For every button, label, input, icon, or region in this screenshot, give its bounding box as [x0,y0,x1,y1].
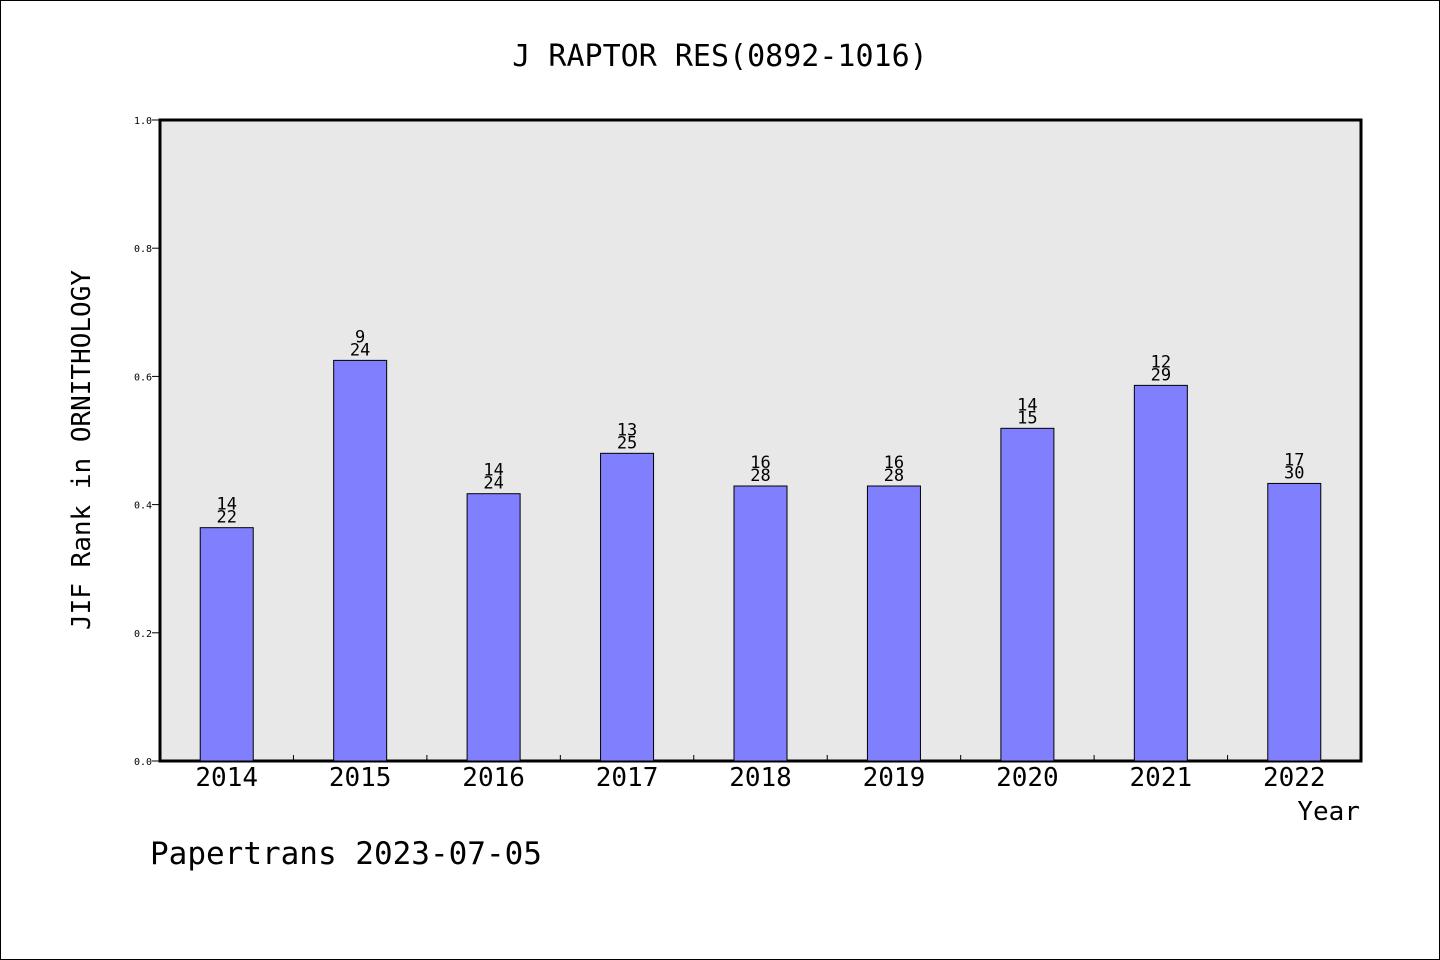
bar-2017 [600,452,655,762]
x-tick-label: 2018 [729,763,792,793]
bar-label-rank: 17 [1284,450,1304,470]
bar-label-total: 24 [350,340,370,360]
bar-label-rank: 13 [617,420,637,440]
bar-2022 [1267,482,1322,762]
y-tick-label: 1.0 [134,116,152,127]
x-tick-label: 2022 [1263,763,1326,793]
bar-label-rank: 16 [750,453,770,473]
bar-2016 [466,493,521,762]
x-axis-label: Year [1297,797,1360,827]
bar-label-total: 30 [1284,463,1304,483]
x-tick-label: 2017 [596,763,659,793]
bar-label-rank: 9 [355,327,365,347]
x-tick-label: 2021 [1130,763,1193,793]
x-tick-label: 2015 [329,763,392,793]
y-tick-label: 0.6 [134,372,152,383]
y-tick-label: 0.0 [134,757,152,768]
bar-label-rank: 14 [216,495,236,515]
bar-label-rank: 16 [884,453,904,473]
y-axis-label: JIF Rank in ORNITHOLOGY [67,270,97,630]
x-tick-label: 2014 [195,763,258,793]
x-tick-label: 2020 [996,763,1059,793]
bar-label-rank: 12 [1151,352,1171,372]
bar-2015 [333,359,388,762]
bar-label-total: 22 [216,508,236,528]
bar-2019 [866,485,921,762]
bar-label-rank: 14 [483,461,503,481]
bar-label-total: 28 [750,466,770,486]
bar-label-total: 15 [1017,408,1037,428]
bar-2020 [1000,427,1055,762]
x-tick-label: 2016 [462,763,525,793]
watermark: Papertrans 2023-07-05 [150,836,542,872]
bar-label-total: 24 [483,474,503,494]
y-axis: 0.0 0.2 0.4 0.6 0.8 1.0 [134,116,160,768]
x-axis: 2014 2015 2016 2017 2018 2019 2020 2021 2022 [195,755,1326,793]
y-tick-label: 0.4 [134,501,152,512]
y-tick-label: 0.2 [134,629,152,640]
bar-2021 [1133,384,1188,762]
bar-label-total: 29 [1151,365,1171,385]
x-tick-label: 2019 [863,763,926,793]
chart-title: J RAPTOR RES(0892-1016) [512,39,927,74]
bar-label-total: 28 [884,466,904,486]
bar-2014 [199,527,254,762]
bar-label-rank: 14 [1017,395,1037,415]
bar-2018 [733,485,788,762]
bar-label-total: 25 [617,433,637,453]
y-tick-label: 0.8 [134,244,152,255]
